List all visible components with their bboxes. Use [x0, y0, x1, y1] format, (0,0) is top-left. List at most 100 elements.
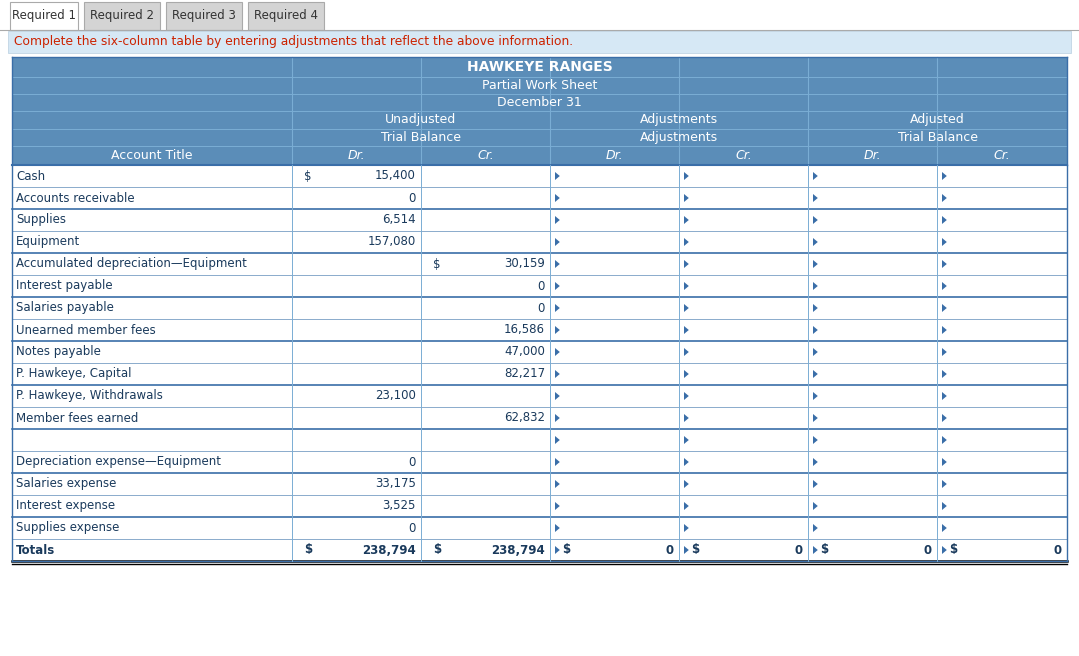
Text: Trial Balance: Trial Balance	[898, 131, 978, 144]
Text: 47,000: 47,000	[504, 346, 545, 358]
Polygon shape	[942, 480, 946, 488]
Polygon shape	[555, 326, 560, 334]
Text: Cash: Cash	[16, 169, 45, 182]
Text: Partial Work Sheet: Partial Work Sheet	[482, 79, 597, 92]
Polygon shape	[555, 480, 560, 488]
Polygon shape	[555, 260, 560, 268]
Text: $: $	[562, 544, 570, 556]
Polygon shape	[942, 304, 946, 312]
Text: Depreciation expense—Equipment: Depreciation expense—Equipment	[16, 455, 221, 468]
Bar	[248, 2, 324, 30]
Bar	[12, 451, 1067, 473]
Polygon shape	[684, 260, 688, 268]
Text: 0: 0	[409, 192, 416, 205]
Polygon shape	[684, 392, 688, 400]
Text: 33,175: 33,175	[375, 478, 416, 491]
Polygon shape	[812, 172, 818, 180]
Polygon shape	[812, 480, 818, 488]
Polygon shape	[684, 502, 688, 510]
Text: 0: 0	[1054, 544, 1062, 556]
Text: 0: 0	[537, 279, 545, 293]
Bar	[8, 31, 1071, 53]
Polygon shape	[942, 502, 946, 510]
Text: $: $	[691, 544, 699, 556]
Polygon shape	[684, 282, 688, 290]
Polygon shape	[684, 326, 688, 334]
Text: 23,100: 23,100	[375, 390, 416, 403]
Polygon shape	[684, 546, 688, 554]
Text: Cr.: Cr.	[477, 149, 494, 162]
Polygon shape	[942, 282, 946, 290]
Polygon shape	[812, 370, 818, 378]
Polygon shape	[812, 260, 818, 268]
Bar	[12, 253, 1067, 275]
Polygon shape	[812, 524, 818, 532]
Polygon shape	[555, 194, 560, 202]
Bar	[12, 517, 1067, 539]
Polygon shape	[684, 524, 688, 532]
Polygon shape	[684, 194, 688, 202]
Polygon shape	[555, 502, 560, 510]
Text: Required 4: Required 4	[254, 9, 318, 22]
Text: Cr.: Cr.	[994, 149, 1010, 162]
Text: Interest payable: Interest payable	[16, 279, 112, 293]
Polygon shape	[684, 216, 688, 224]
Bar	[12, 341, 1067, 363]
Polygon shape	[555, 392, 560, 400]
Polygon shape	[812, 304, 818, 312]
Bar	[12, 495, 1067, 517]
Polygon shape	[812, 238, 818, 246]
Bar	[10, 2, 78, 30]
Polygon shape	[812, 392, 818, 400]
Polygon shape	[812, 502, 818, 510]
Polygon shape	[684, 304, 688, 312]
Polygon shape	[812, 216, 818, 224]
Polygon shape	[942, 436, 946, 444]
Polygon shape	[812, 436, 818, 444]
Text: Unearned member fees: Unearned member fees	[16, 323, 155, 337]
Bar	[12, 319, 1067, 341]
Polygon shape	[555, 216, 560, 224]
Bar	[12, 275, 1067, 297]
Text: Notes payable: Notes payable	[16, 346, 100, 358]
Text: 0: 0	[537, 302, 545, 314]
Text: 15,400: 15,400	[375, 169, 416, 182]
Text: $: $	[304, 169, 312, 182]
Text: P. Hawkeye, Withdrawals: P. Hawkeye, Withdrawals	[16, 390, 163, 403]
Text: 6,514: 6,514	[382, 213, 416, 226]
Polygon shape	[812, 458, 818, 466]
Polygon shape	[812, 348, 818, 356]
Bar	[12, 363, 1067, 385]
Text: Cr.: Cr.	[735, 149, 752, 162]
Polygon shape	[555, 524, 560, 532]
Text: 157,080: 157,080	[368, 236, 416, 249]
Polygon shape	[555, 348, 560, 356]
Text: Supplies expense: Supplies expense	[16, 522, 120, 535]
Polygon shape	[684, 458, 688, 466]
Text: December 31: December 31	[497, 96, 582, 109]
Polygon shape	[555, 436, 560, 444]
Text: 82,217: 82,217	[504, 367, 545, 380]
Polygon shape	[942, 260, 946, 268]
Polygon shape	[684, 370, 688, 378]
Polygon shape	[684, 480, 688, 488]
Polygon shape	[684, 238, 688, 246]
Text: Supplies: Supplies	[16, 213, 66, 226]
Polygon shape	[555, 304, 560, 312]
Bar	[12, 407, 1067, 429]
Bar	[84, 2, 160, 30]
Text: 0: 0	[666, 544, 674, 556]
Text: Accumulated depreciation—Equipment: Accumulated depreciation—Equipment	[16, 258, 247, 270]
Text: 3,525: 3,525	[383, 499, 416, 512]
Polygon shape	[812, 194, 818, 202]
Text: Equipment: Equipment	[16, 236, 80, 249]
Text: 238,794: 238,794	[363, 544, 416, 556]
Bar	[12, 385, 1067, 407]
Text: Required 1: Required 1	[12, 9, 76, 22]
Text: 0: 0	[924, 544, 932, 556]
Bar	[12, 57, 1067, 165]
Polygon shape	[812, 546, 818, 554]
Polygon shape	[942, 348, 946, 356]
Polygon shape	[812, 282, 818, 290]
Text: Trial Balance: Trial Balance	[381, 131, 461, 144]
